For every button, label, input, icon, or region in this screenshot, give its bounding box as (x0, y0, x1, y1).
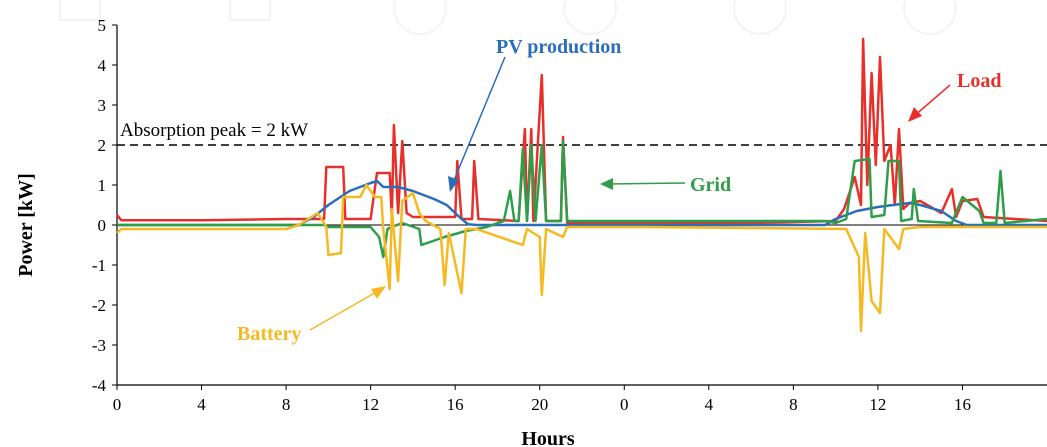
y-tick-label: -3 (92, 336, 106, 355)
x-tick-label: 8 (282, 395, 291, 414)
load-arrowhead (908, 107, 922, 122)
x-tick-label: 16 (447, 395, 464, 414)
pv-production-label: PV production (496, 36, 621, 58)
x-tick-label: 20 (531, 395, 548, 414)
y-tick-label: 4 (98, 56, 107, 75)
x-axis-title: Hours (521, 428, 575, 447)
load-label: Load (957, 70, 1001, 92)
series-battery-line (116, 183, 1047, 333)
battery-label: Battery (237, 323, 301, 345)
y-tick-label: 2 (98, 136, 107, 155)
battery-arrow (309, 289, 381, 331)
x-tick-label: 8 (789, 395, 798, 414)
x-tick-label: 0 (113, 395, 122, 414)
y-tick-label: 0 (98, 216, 107, 235)
battery-arrowhead (371, 286, 386, 299)
y-tick-label: -1 (92, 256, 106, 275)
watermark (59, 0, 957, 35)
series-pv-production-line (117, 179, 1047, 227)
grid-arrow (606, 182, 686, 185)
grid-arrowhead (600, 178, 613, 190)
y-tick-label: -4 (92, 376, 107, 395)
pv-production-arrowhead (448, 176, 459, 192)
x-tick-label: 16 (954, 395, 971, 414)
y-axis-title: Power [kW] (15, 173, 37, 277)
x-tick-label: 12 (869, 395, 886, 414)
y-tick-label: 3 (98, 96, 107, 115)
grid-label: Grid (690, 174, 731, 196)
series-layer (116, 37, 1047, 333)
x-ticks: 0 4 8 12 16 20 0 4 8 12 16 (113, 385, 971, 414)
x-tick-label: 0 (620, 395, 629, 414)
y-ticks: 5 4 3 2 1 0 -1 -2 -3 -4 (92, 16, 117, 395)
y-tick-label: -2 (92, 296, 106, 315)
series-grid-line (117, 139, 1047, 259)
pv-production-arrow (449, 56, 506, 191)
annotation-arrows (309, 56, 951, 331)
y-tick-label: 1 (98, 176, 107, 195)
y-tick-label: 5 (98, 16, 107, 35)
absorption-peak-label: Absorption peak = 2 kW (120, 120, 308, 141)
x-tick-label: 4 (705, 395, 714, 414)
x-tick-label: 12 (362, 395, 379, 414)
load-arrow (912, 84, 951, 118)
x-tick-label: 4 (197, 395, 206, 414)
